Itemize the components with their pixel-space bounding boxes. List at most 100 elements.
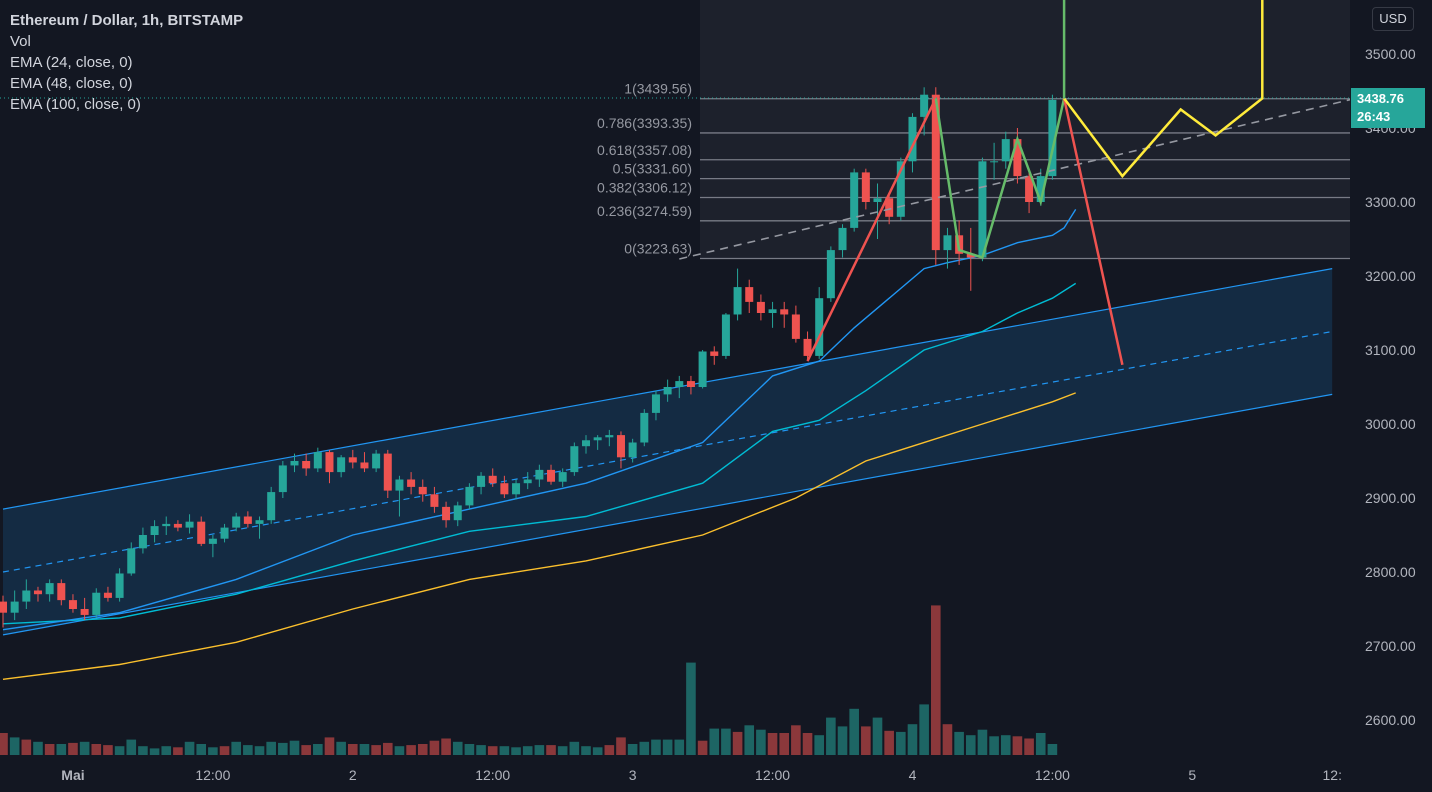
price-axis[interactable]: 3500.003400.003300.003200.003100.003000.… [1350, 0, 1432, 792]
fib-level-label: 0.382(3306.12) [597, 179, 692, 195]
volume-bar [767, 733, 778, 755]
volume-bar [68, 742, 78, 755]
volume-bar [581, 746, 591, 755]
volume-bar [896, 731, 906, 755]
indicator-volume[interactable]: Vol [10, 33, 31, 50]
volume-bar [942, 724, 953, 755]
indicator-ema-100[interactable]: EMA (100, close, 0) [10, 96, 141, 113]
volume-bar [348, 744, 358, 755]
candle-body [407, 479, 416, 487]
candle-body [418, 486, 427, 495]
volume-bar [371, 745, 381, 755]
candle-body [80, 609, 89, 615]
candle-body [430, 494, 439, 507]
volume-bar [208, 747, 218, 755]
volume-bar [184, 741, 195, 755]
volume-bar [604, 745, 615, 755]
candle-body [255, 520, 264, 524]
volume-bar [452, 741, 463, 755]
ema-24-line [2, 209, 1077, 631]
candle-body [791, 314, 800, 339]
candle-body [663, 387, 672, 395]
candle-body [1036, 176, 1045, 202]
volume-bar [487, 746, 498, 755]
price-tick-label: 3200.00 [1365, 268, 1416, 284]
volume-bar [219, 746, 230, 755]
volume-bar [173, 747, 183, 755]
candle-body [220, 527, 229, 539]
volume-bar [907, 724, 918, 755]
candle-body [325, 452, 334, 473]
candle-body [873, 198, 882, 202]
chart-legend: Ethereum / Dollar, 1h, BITSTAMP Vol EMA … [10, 10, 243, 115]
volume-bar [697, 740, 708, 755]
time-tick-label: 12:00 [195, 767, 230, 783]
volume-bar [709, 728, 720, 755]
volume-bar [33, 741, 43, 755]
candle-body [68, 600, 77, 609]
candle-body [395, 479, 404, 491]
volume-bar [138, 746, 148, 755]
volume-bar [919, 704, 929, 755]
volume-bars [0, 605, 1058, 755]
volume-bar [79, 741, 90, 755]
symbol-title[interactable]: Ethereum / Dollar, 1h, BITSTAMP [10, 12, 244, 29]
volume-bar [511, 747, 521, 755]
indicator-ema-48[interactable]: EMA (48, close, 0) [10, 75, 133, 92]
candle-body [465, 486, 474, 506]
candle-body [115, 573, 124, 598]
candle-body [1013, 139, 1022, 177]
volume-bar [44, 744, 55, 755]
candlesticks [0, 87, 1057, 628]
time-tick-label: 12:00 [755, 767, 790, 783]
candle-body [173, 523, 182, 528]
candle-body [313, 452, 322, 469]
volume-bar [313, 744, 323, 755]
volume-bar [56, 744, 67, 755]
candle-body [628, 442, 637, 458]
candle-body [453, 505, 462, 521]
volume-bar [627, 744, 638, 755]
candle-body [523, 479, 532, 484]
red-impulse-line [806, 97, 937, 362]
volume-bar [382, 742, 393, 755]
candle-body [150, 526, 159, 535]
time-axis[interactable]: Mai 12:00 2 12:00 3 12:00 4 12:00 5 12: [0, 760, 1350, 792]
candle-body [850, 172, 859, 228]
volume-bar [196, 744, 207, 755]
time-tick-label: 5 [1188, 767, 1196, 783]
pattern-drawings[interactable] [679, 0, 1356, 366]
fibonacci-retracement[interactable]: 1(3439.56) 0.786(3393.35) 0.618(3357.08) 0.… [597, 0, 1350, 260]
volume-bar [254, 746, 265, 755]
price-tick-label: 2900.00 [1365, 490, 1416, 506]
volume-bar [441, 738, 451, 755]
fib-level-label: 0(3223.63) [624, 241, 692, 257]
candle-body [756, 301, 765, 313]
ema-48-line [2, 282, 1077, 625]
indicator-ema-24[interactable]: EMA (24, close, 0) [10, 54, 133, 71]
volume-bar [417, 744, 428, 755]
candle-body [710, 351, 719, 356]
time-tick-label: 4 [909, 767, 917, 783]
trend-dashed-line [679, 97, 1356, 260]
time-tick-label: 2 [349, 767, 357, 783]
currency-button[interactable]: USD [1372, 7, 1414, 31]
bar-countdown: 26:43 [1357, 109, 1391, 124]
candle-body [442, 506, 451, 521]
volume-bar [9, 737, 20, 755]
volume-bar [977, 729, 988, 755]
volume-bar [534, 745, 545, 755]
candle-body [605, 435, 614, 438]
candle-body [22, 590, 31, 602]
volume-bar [476, 745, 486, 755]
candle-body [990, 161, 999, 163]
volume-bar [1047, 744, 1058, 755]
time-tick-label: Mai [61, 767, 84, 783]
volume-bar [756, 729, 766, 755]
time-tick-label: 3 [629, 767, 637, 783]
candle-body [826, 250, 835, 299]
volume-bar [289, 740, 300, 755]
last-price-value: 3438.76 [1357, 91, 1404, 106]
candle-body [512, 483, 521, 495]
